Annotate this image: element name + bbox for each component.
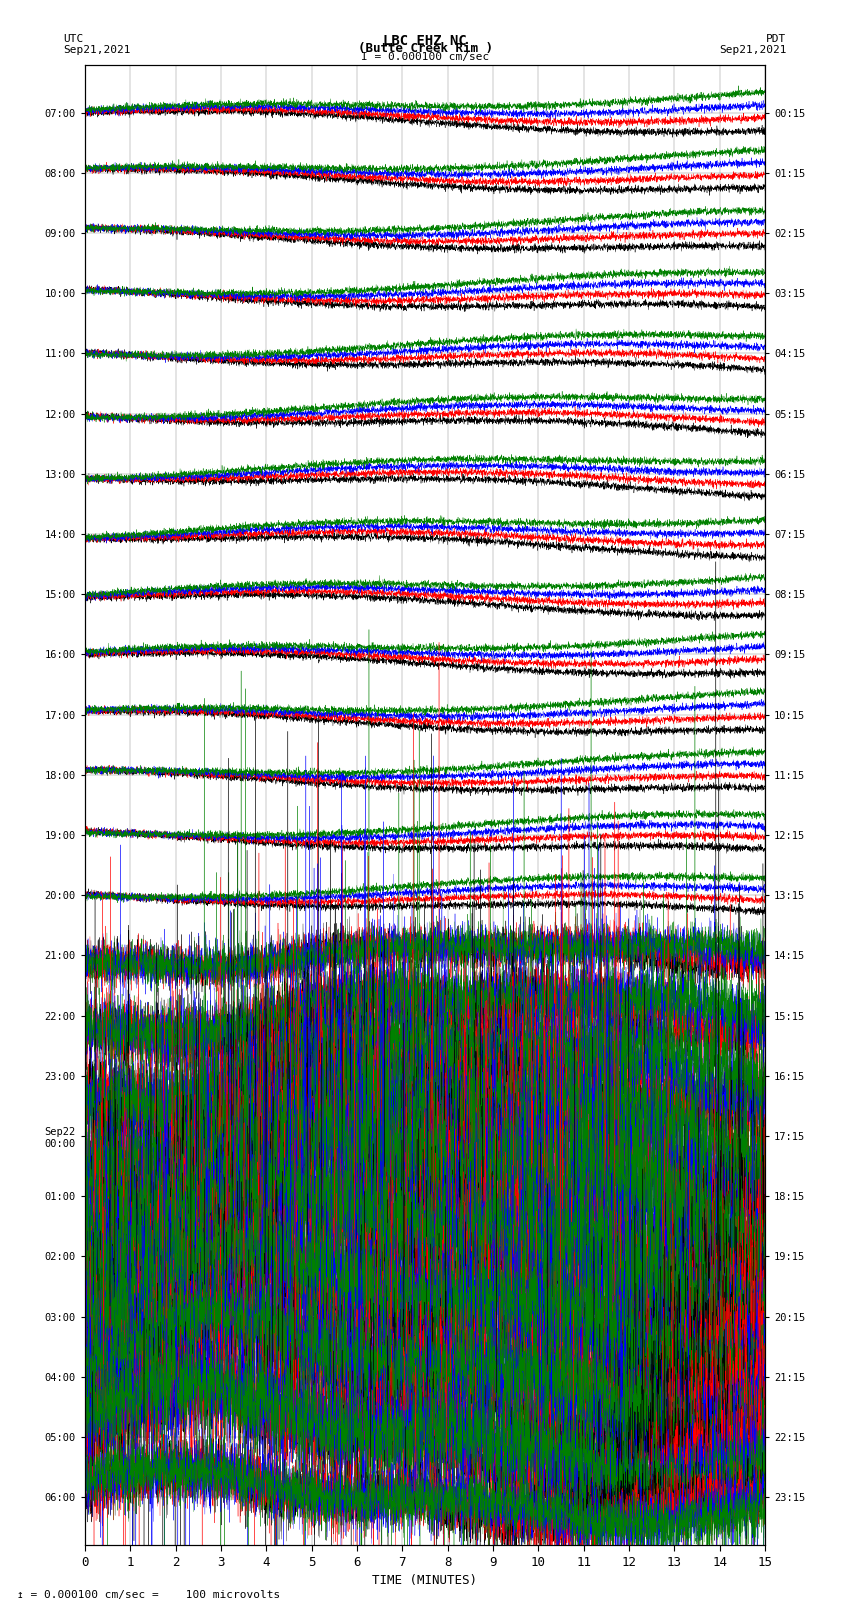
Text: I = 0.000100 cm/sec: I = 0.000100 cm/sec — [361, 52, 489, 61]
Text: LBC EHZ NC: LBC EHZ NC — [383, 34, 467, 48]
Text: UTC
Sep21,2021: UTC Sep21,2021 — [64, 34, 131, 55]
Text: PDT
Sep21,2021: PDT Sep21,2021 — [719, 34, 786, 55]
Text: ↥ = 0.000100 cm/sec =    100 microvolts: ↥ = 0.000100 cm/sec = 100 microvolts — [17, 1590, 280, 1600]
X-axis label: TIME (MINUTES): TIME (MINUTES) — [372, 1574, 478, 1587]
Text: (Butte Creek Rim ): (Butte Creek Rim ) — [358, 42, 492, 55]
